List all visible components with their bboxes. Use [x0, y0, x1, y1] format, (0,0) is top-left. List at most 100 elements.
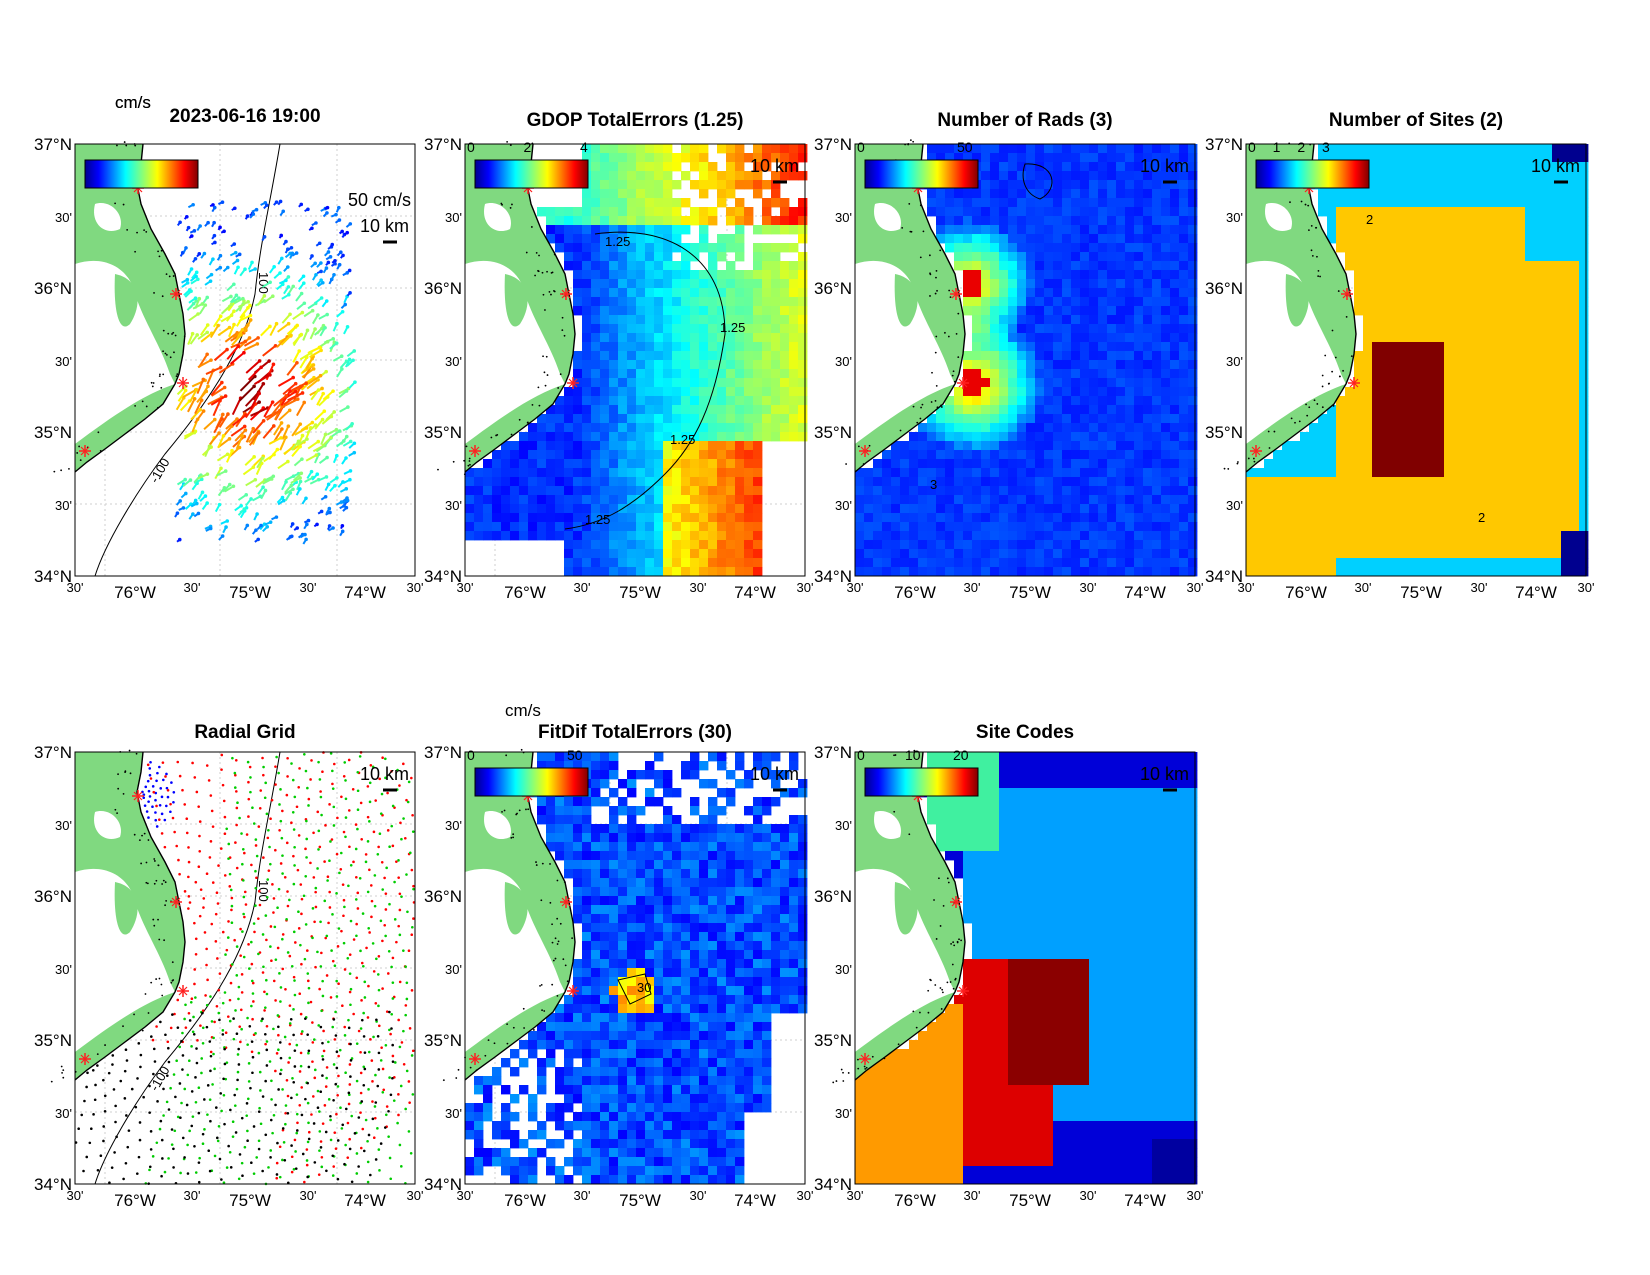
data-cell	[954, 477, 964, 487]
data-cell	[771, 378, 781, 388]
vector-head	[198, 224, 202, 228]
data-cell	[1435, 360, 1445, 370]
data-cell	[708, 450, 718, 460]
data-cell	[627, 306, 637, 316]
data-cell	[900, 504, 910, 514]
data-cell	[636, 387, 646, 397]
data-cell	[1044, 189, 1054, 199]
data-cell	[1188, 270, 1198, 280]
vector-head	[325, 312, 329, 317]
current-vector	[257, 295, 266, 306]
vector-head	[185, 281, 190, 285]
data-cell	[1026, 450, 1036, 460]
current-vector	[179, 400, 191, 412]
data-cell	[1062, 297, 1072, 307]
data-cell	[1417, 225, 1427, 235]
data-cell	[981, 549, 991, 559]
current-vector	[260, 325, 271, 337]
data-cell	[927, 432, 937, 442]
vector-head	[196, 277, 200, 282]
coast-dot	[162, 373, 165, 376]
vector-head	[222, 385, 227, 390]
coast-dot	[557, 387, 560, 389]
data-cell	[1161, 477, 1171, 487]
data-cell	[891, 504, 901, 514]
data-cell	[1489, 333, 1499, 343]
data-cell	[573, 351, 583, 361]
lat-tick-label: 36°N	[34, 279, 72, 298]
data-cell	[1062, 450, 1072, 460]
data-cell	[1179, 378, 1189, 388]
data-cell	[1008, 180, 1018, 190]
data-cell	[909, 441, 919, 451]
data-cell	[1188, 198, 1198, 208]
data-cell	[1534, 450, 1544, 460]
data-cell	[1080, 315, 1090, 325]
vector-head	[340, 523, 345, 528]
data-cell	[1417, 306, 1427, 316]
data-cell	[564, 414, 574, 424]
data-cell	[1080, 225, 1090, 235]
data-cell	[636, 315, 646, 325]
data-cell	[1026, 144, 1036, 154]
data-cell	[789, 225, 799, 235]
data-cell	[519, 477, 529, 487]
data-cell	[555, 459, 565, 469]
data-cell	[882, 567, 892, 577]
data-cell	[1462, 270, 1472, 280]
data-cell	[1336, 405, 1346, 415]
data-cell	[1179, 522, 1189, 532]
data-cell	[1372, 252, 1382, 262]
data-cell	[519, 459, 529, 469]
data-cell	[1089, 567, 1099, 577]
data-cell	[1525, 396, 1535, 406]
data-cell	[1044, 540, 1054, 550]
vector-head	[241, 313, 246, 318]
data-cell	[1390, 144, 1400, 154]
vector-head	[187, 288, 192, 292]
data-cell	[1336, 423, 1346, 433]
data-cell	[672, 513, 682, 523]
data-cell	[717, 189, 727, 199]
lat-tick-label: 37°N	[34, 135, 72, 154]
data-cell	[663, 423, 673, 433]
data-cell	[1143, 549, 1153, 559]
data-cell	[1381, 378, 1391, 388]
data-cell	[1179, 369, 1189, 379]
data-cell	[528, 522, 538, 532]
data-cell	[1098, 522, 1108, 532]
data-cell	[1188, 513, 1198, 523]
data-cell	[663, 351, 673, 361]
data-cell	[483, 477, 493, 487]
data-cell	[708, 549, 718, 559]
data-cell	[1489, 243, 1499, 253]
data-cell	[1161, 360, 1171, 370]
data-cell	[726, 396, 736, 406]
current-vector	[213, 418, 223, 434]
data-cell	[744, 279, 754, 289]
data-cell	[645, 333, 655, 343]
data-cell	[645, 567, 655, 577]
data-cell	[1399, 243, 1409, 253]
data-cell	[1080, 189, 1090, 199]
data-cell	[600, 288, 610, 298]
data-cell	[1534, 396, 1544, 406]
data-cell	[1008, 243, 1018, 253]
vector-head	[237, 252, 242, 257]
data-cell	[672, 306, 682, 316]
data-cell	[735, 252, 745, 262]
data-cell	[789, 351, 799, 361]
data-cell	[981, 153, 991, 163]
data-cell	[1107, 207, 1117, 217]
data-cell	[546, 531, 556, 541]
data-cell	[873, 540, 883, 550]
data-cell	[963, 513, 973, 523]
data-cell	[591, 387, 601, 397]
data-cell	[1327, 207, 1337, 217]
data-cell	[1143, 387, 1153, 397]
data-cell	[744, 495, 754, 505]
data-cell	[735, 567, 745, 577]
data-cell	[963, 405, 973, 415]
data-cell	[726, 216, 736, 226]
vector-head	[300, 310, 305, 315]
